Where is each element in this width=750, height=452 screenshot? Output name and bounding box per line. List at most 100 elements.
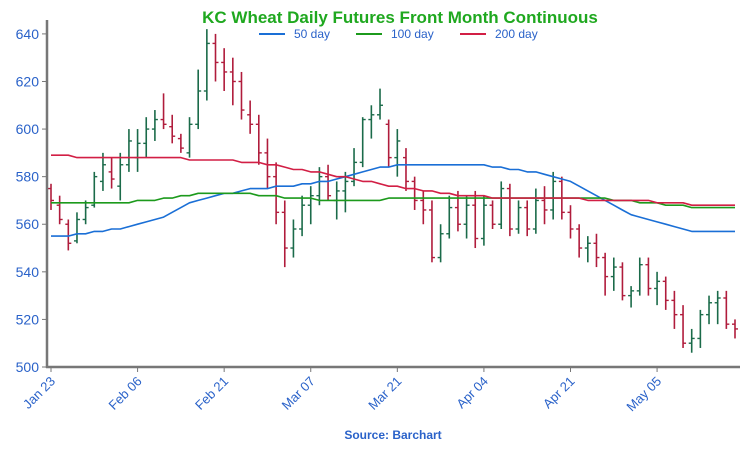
- ohlc-bar: [662, 276, 669, 310]
- ohlc-bar: [610, 257, 617, 291]
- ohlc-bar: [515, 200, 522, 234]
- ohlc-bar: [221, 48, 228, 91]
- ohlc-bar: [82, 200, 89, 225]
- ohlc-bar: [584, 236, 591, 263]
- ohlc-bar: [73, 212, 80, 244]
- chart-title: KC Wheat Daily Futures Front Month Conti…: [202, 8, 598, 27]
- x-tick-label: Mar 07: [279, 374, 318, 413]
- x-tick-label: Feb 21: [192, 374, 231, 413]
- ohlc-bar: [688, 328, 695, 353]
- ohlc-bar: [454, 190, 461, 232]
- ohlc-bar: [411, 176, 418, 210]
- ohlc-bar: [550, 171, 557, 220]
- ohlc-bar: [281, 200, 288, 268]
- ohlc-bar: [307, 186, 314, 225]
- ohlc-bar: [195, 69, 202, 130]
- ma-line-50-day: [51, 164, 735, 237]
- ohlc-bar: [697, 309, 704, 348]
- ohlc-bar: [532, 188, 539, 234]
- ohlc-bar: [273, 162, 280, 225]
- ohlc-bar: [177, 133, 184, 153]
- legend-label: 200 day: [495, 27, 538, 41]
- y-tick-label: 620: [16, 73, 40, 89]
- ohlc-bar: [186, 117, 193, 158]
- x-tick-label: Apr 04: [453, 374, 491, 412]
- x-tick-label: Mar 21: [365, 374, 404, 413]
- ohlc-bar: [636, 257, 643, 296]
- ohlc-bar: [420, 190, 427, 225]
- ohlc-bar: [325, 164, 332, 201]
- ohlc-bar: [654, 271, 661, 306]
- x-tick-label: Apr 21: [540, 374, 578, 412]
- ohlc-bar: [593, 233, 600, 268]
- y-tick-label: 600: [16, 121, 40, 137]
- ohlc-bar: [680, 305, 687, 348]
- ohlc-bar: [645, 257, 652, 296]
- y-tick-label: 560: [16, 216, 40, 232]
- legend-label: 100 day: [391, 27, 434, 41]
- ohlc-bar: [238, 71, 245, 120]
- legend-label: 50 day: [294, 27, 330, 41]
- ohlc-bar: [108, 157, 115, 189]
- ohlc-bar: [351, 148, 358, 187]
- ohlc-bar: [402, 148, 409, 191]
- ohlc-bar: [385, 119, 392, 168]
- ohlc-bar: [428, 200, 435, 263]
- x-tick-label: Jan 23: [20, 374, 58, 412]
- ohlc-bar: [714, 290, 721, 325]
- ohlc-bar: [619, 262, 626, 301]
- ohlc-bar: [567, 205, 574, 239]
- ohlc-bar: [160, 93, 167, 130]
- ohlc-bar: [316, 167, 323, 206]
- ohlc-bar: [394, 129, 401, 177]
- ohlc-bar: [117, 152, 124, 201]
- ohlc-bar: [212, 33, 219, 82]
- ohlc-bar: [723, 290, 730, 329]
- ohlc-bar: [446, 195, 453, 239]
- ohlc-bar: [125, 129, 132, 172]
- ohlc-bar: [602, 252, 609, 296]
- x-tick-label: May 05: [623, 374, 664, 415]
- ohlc-bar: [437, 224, 444, 263]
- ohlc-bar: [229, 57, 236, 106]
- ohlc-bar: [65, 219, 72, 251]
- ohlc-bar: [498, 181, 505, 229]
- ohlc-bar: [671, 290, 678, 329]
- ohlc-bar: [255, 114, 262, 165]
- ohlc-bar: [99, 152, 106, 191]
- y-tick-label: 500: [16, 359, 40, 375]
- y-tick-label: 520: [16, 311, 40, 327]
- y-tick-label: 640: [16, 26, 40, 42]
- ma-line-200-day: [51, 154, 735, 206]
- ohlc-bar: [489, 200, 496, 229]
- ohlc-bar: [169, 114, 176, 144]
- price-bars: [48, 29, 738, 353]
- moving-averages: [51, 154, 735, 237]
- y-tick-label: 580: [16, 169, 40, 185]
- ohlc-bar: [732, 319, 738, 339]
- ohlc-bar: [143, 117, 150, 158]
- ohlc-bar: [576, 224, 583, 258]
- ohlc-bar: [151, 110, 158, 141]
- ohlc-bar: [463, 195, 470, 239]
- ohlc-bar: [342, 171, 349, 213]
- ohlc-bar: [359, 117, 366, 168]
- ohlc-bar: [91, 171, 98, 208]
- ohlc-bar: [48, 183, 54, 210]
- ohlc-bar: [506, 183, 513, 237]
- ohlc-bar: [56, 195, 63, 225]
- ohlc-bar: [524, 200, 531, 237]
- ohlc-bar: [203, 29, 210, 101]
- ohlc-bar: [134, 129, 141, 172]
- ohlc-bar: [480, 195, 487, 246]
- x-axis: Jan 23 Feb 06 Feb 21 Mar 07 Mar 21 Apr 04 Apr …: [20, 367, 664, 414]
- source-label: Source: Barchart: [344, 428, 441, 442]
- ohlc-bar: [264, 138, 271, 189]
- ohlc-bar: [290, 219, 297, 258]
- ohlc-bar: [368, 105, 375, 139]
- legend: 50 day 100 day 200 day: [259, 27, 538, 41]
- y-axis: 500 520 540 560 580 600 620 640: [16, 26, 47, 375]
- ohlc-bar: [541, 186, 548, 225]
- ohlc-bar: [299, 195, 306, 237]
- y-tick-label: 540: [16, 264, 40, 280]
